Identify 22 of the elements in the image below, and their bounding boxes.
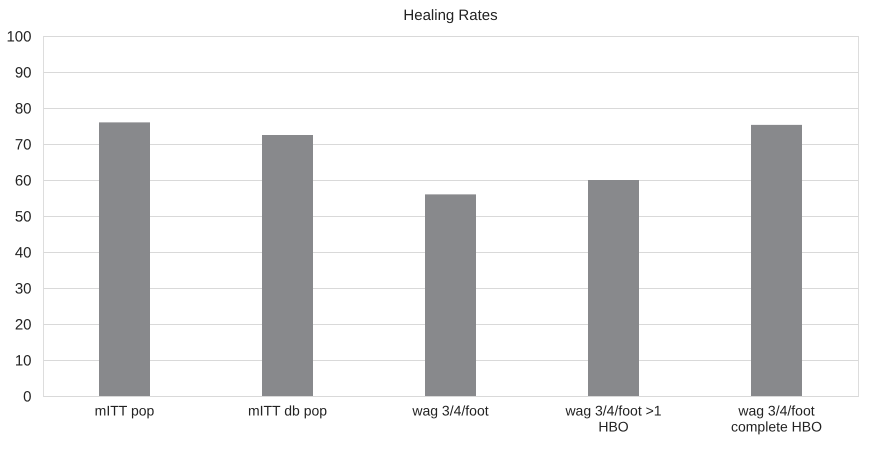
y-tick-label: 0 xyxy=(23,388,32,406)
chart-title: Healing Rates xyxy=(403,7,498,24)
y-tick-label: 20 xyxy=(14,316,32,334)
y-tick-label: 30 xyxy=(14,280,32,298)
bar xyxy=(588,180,639,396)
y-tick-label: 100 xyxy=(6,28,32,46)
x-tick-label: mITT db pop xyxy=(248,402,328,418)
x-tick-label: wag 3/4/foot xyxy=(411,402,489,418)
y-tick-label: 60 xyxy=(14,172,32,190)
y-tick-label: 40 xyxy=(14,244,32,262)
y-tick-label: 80 xyxy=(14,100,32,118)
x-tick-label: wag 3/4/foot >1 HBO xyxy=(564,402,662,434)
y-tick-label: 10 xyxy=(14,352,32,370)
y-tick-label: 90 xyxy=(14,64,32,82)
bar xyxy=(99,122,150,396)
bar xyxy=(425,194,476,396)
x-tick-label: wag 3/4/foot complete HBO xyxy=(730,402,822,434)
bar xyxy=(751,124,802,396)
y-tick-label: 50 xyxy=(14,208,32,226)
bar xyxy=(262,135,313,396)
y-tick-label: 70 xyxy=(14,136,32,154)
x-tick-label: mITT pop xyxy=(94,402,155,418)
